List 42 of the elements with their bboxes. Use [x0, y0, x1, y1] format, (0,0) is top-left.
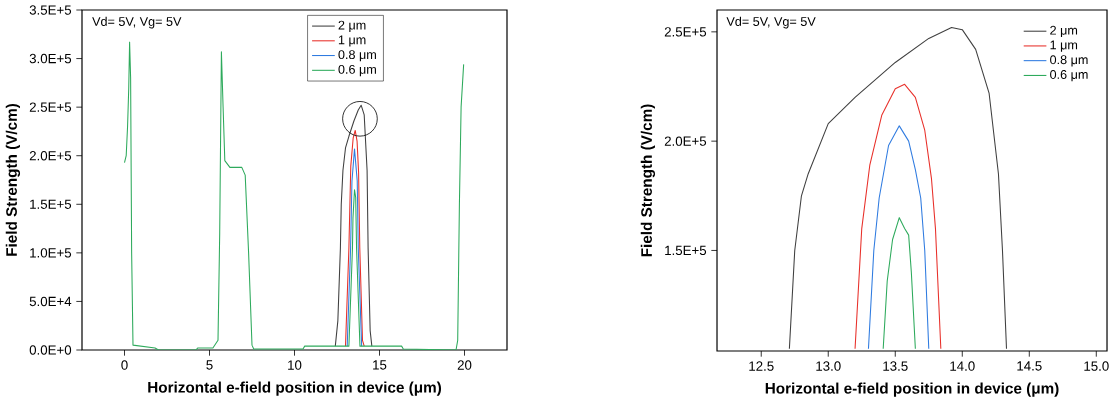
y-tick-label: 2.0E+5 — [29, 151, 72, 161]
x-tick-label: 13.0 — [816, 361, 841, 371]
annotation: Vd= 5V, Vg= 5V — [726, 16, 816, 29]
y-tick-label: 1.5E+5 — [665, 245, 707, 256]
y-axis-title: Field Strength (V/cm) — [5, 103, 21, 256]
y-tick-label: 0.0E+0 — [29, 345, 72, 355]
y-tick-label: 1.5E+5 — [30, 199, 72, 209]
legend-label: 0.8 μm — [338, 50, 376, 62]
y-tick-label: 3.0E+5 — [29, 53, 72, 64]
legend-label: 2 μm — [1050, 25, 1078, 38]
legend-label: 0.6 μm — [1050, 70, 1088, 82]
y-tick-label: 3.5E+5 — [29, 5, 72, 15]
line-series — [344, 129, 365, 347]
line-series — [854, 83, 942, 350]
y-tick-label: 2.0E+5 — [664, 136, 707, 146]
annotation: Vd= 5V, Vg= 5V — [92, 16, 182, 29]
x-tick-label: 0 — [121, 360, 128, 370]
x-axis-title: Horizontal e-field position in device (μm) — [148, 381, 442, 396]
y-tick-label: 2.5E+5 — [29, 102, 72, 112]
x-tick-label: 13.5 — [883, 361, 908, 371]
legend-label: 0.8 μm — [1050, 55, 1088, 67]
line-series — [346, 148, 363, 347]
x-tick-label: 14.0 — [950, 361, 975, 371]
y-axis-title: Field Strength (V/cm) — [640, 104, 656, 257]
x-tick-label: 20 — [457, 360, 472, 370]
x-tick-label: 5 — [206, 360, 213, 370]
x-tick-label: 15.0 — [1084, 361, 1109, 371]
legend-label: 1 μm — [1050, 40, 1078, 52]
legend-label: 2 μm — [338, 20, 366, 32]
y-tick-label: 1.0E+5 — [30, 248, 72, 258]
y-tick-label: 5.0E+4 — [29, 296, 72, 307]
x-tick-label: 10 — [288, 360, 302, 370]
x-tick-label: 15 — [373, 360, 387, 370]
legend-label: 1 μm — [338, 35, 366, 47]
line-series — [867, 125, 930, 350]
y-tick-label: 2.5E+5 — [664, 27, 707, 37]
x-tick-label: 12.5 — [749, 361, 774, 371]
x-tick-label: 14.5 — [1017, 361, 1042, 371]
line-series — [882, 217, 916, 350]
line-series — [334, 104, 373, 347]
legend-label: 0.6 μm — [338, 64, 376, 77]
x-axis-title: Horizontal e-field position in device (μm) — [765, 382, 1059, 397]
